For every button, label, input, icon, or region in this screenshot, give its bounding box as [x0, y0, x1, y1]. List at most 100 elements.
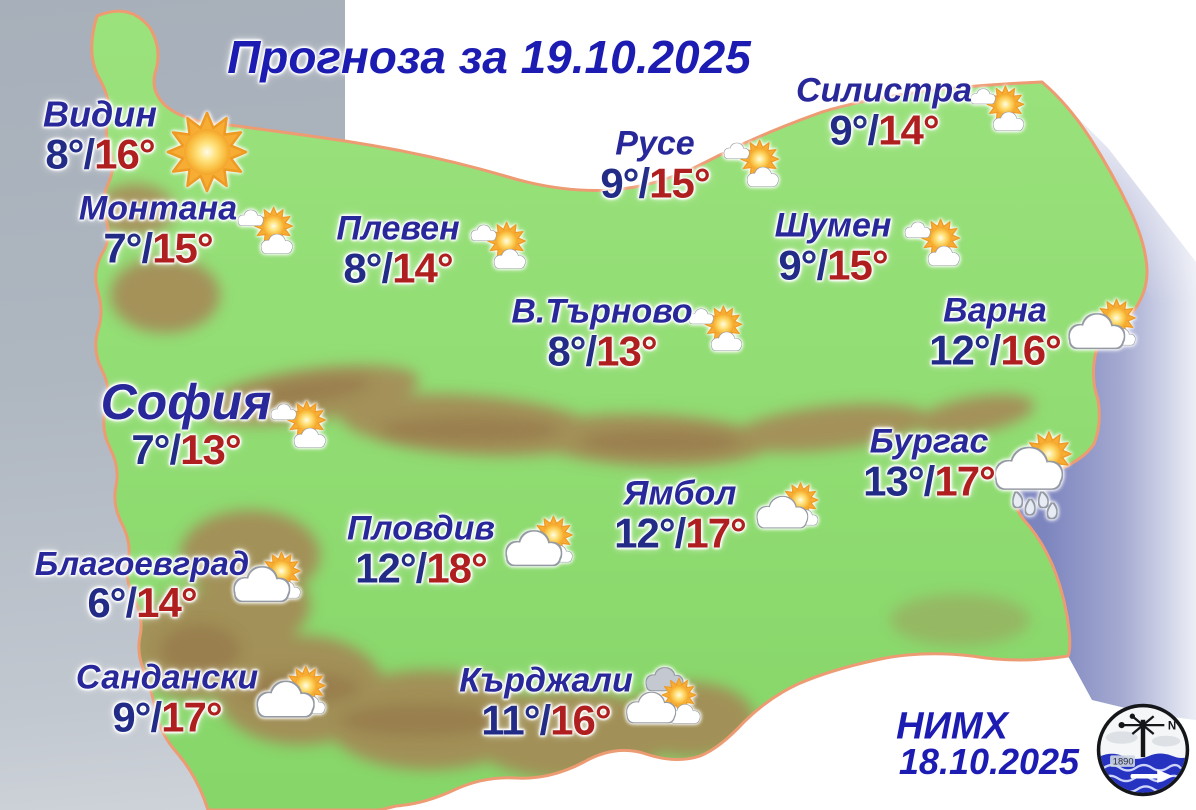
temp-high: 14°: [136, 579, 198, 627]
city-shumen: Шумен 9°/15°: [774, 206, 892, 288]
city-temps: 9°/15°: [775, 244, 892, 288]
temp-low: 8°: [547, 327, 586, 375]
temp-separator: /: [83, 130, 95, 178]
temp-high: 17°: [934, 457, 996, 505]
city-temps: 11°/16°: [459, 699, 632, 743]
city-name: Варна: [943, 291, 1047, 330]
temp-low: 7°: [103, 224, 142, 272]
temp-low: 11°: [481, 696, 540, 744]
logo-founding-year: 1890: [1113, 757, 1134, 767]
city-blagoevgrad: Благоевград 6°/14°: [34, 545, 250, 625]
temp-separator: /: [923, 457, 936, 505]
city-name: София: [100, 374, 272, 431]
temp-low: 8°: [45, 130, 84, 178]
city-pleven: Плевен 8°/14°: [336, 209, 460, 291]
city-temps: 7°/13°: [101, 428, 272, 472]
temp-separator: /: [381, 244, 393, 292]
city-name: Бургас: [869, 422, 989, 461]
sun-clouds-icon: [267, 395, 333, 461]
city-ruse: Русе 9°/15°: [600, 124, 711, 207]
temp-low: 12°: [929, 326, 991, 374]
temp-high: 15°: [649, 159, 711, 207]
temp-high: 18°: [426, 544, 488, 592]
city-montana: Монтана 7°/15°: [78, 189, 238, 271]
city-temps: 9°/14°: [796, 109, 972, 153]
city-temps: 7°/15°: [79, 227, 237, 271]
temp-high: 17°: [161, 693, 223, 741]
city-plovdiv: Пловдив 12°/18°: [347, 509, 495, 591]
city-temps: 12°/18°: [347, 547, 495, 591]
logo-wind-vane: [1121, 715, 1165, 735]
page-title: Прогноза за 19.10.2025: [227, 31, 751, 83]
nimh-logo: N 1890: [1096, 703, 1190, 797]
city-name: Монтана: [78, 189, 238, 228]
logo-arrow: [1130, 769, 1174, 783]
temp-high: 13°: [180, 426, 242, 474]
city-name: Плевен: [336, 209, 460, 248]
city-kardzhali: Кърджали 11°/16°: [459, 661, 633, 743]
logo-mast: [1140, 719, 1146, 758]
temp-high: 14°: [392, 244, 454, 292]
temp-separator: /: [141, 224, 153, 272]
city-name: В.Търново: [511, 292, 693, 331]
city-name: Сандански: [75, 658, 259, 697]
temp-low: 9°: [778, 241, 817, 289]
sun-clouds-icon: [901, 213, 967, 279]
temp-separator: /: [150, 693, 162, 741]
temp-separator: /: [169, 426, 181, 474]
cloud-sun-icon: [253, 660, 333, 740]
temp-low: 7°: [131, 426, 170, 474]
temp-separator: /: [638, 159, 650, 207]
temp-low: 13°: [863, 457, 925, 505]
temp-separator: /: [415, 544, 428, 592]
temp-high: 13°: [596, 327, 658, 375]
city-name: Шумен: [774, 206, 892, 245]
city-yambol: Ямбол 12°/17°: [614, 474, 747, 557]
temp-separator: /: [867, 106, 879, 154]
temp-separator: /: [585, 327, 597, 375]
city-name: Кърджали: [459, 661, 633, 700]
city-veliko-tarnovo: В.Търново 8°/13°: [511, 292, 693, 375]
city-temps: 8°/14°: [336, 247, 459, 291]
temp-separator: /: [539, 696, 552, 744]
cloud-sun-rain-icon: [990, 430, 1082, 522]
temp-low: 12°: [355, 544, 417, 592]
cloud-sun-icon: [502, 510, 580, 588]
temp-separator: /: [125, 579, 137, 627]
city-temps: 6°/14°: [35, 581, 249, 625]
sun-clouds-icon: [967, 80, 1031, 144]
city-temps: 9°/17°: [76, 696, 258, 740]
footer-issue-date: 18.10.2025: [898, 741, 1080, 782]
city-name: Русе: [615, 124, 695, 163]
sun-clouds-icon: [234, 201, 300, 267]
temp-low: 8°: [343, 244, 382, 292]
city-name: Силистра: [795, 71, 973, 110]
city-temps: 13°/17°: [863, 457, 996, 505]
temp-high: 16°: [1000, 326, 1062, 374]
sun-clouds-icon: [720, 134, 786, 200]
city-name: Видин: [43, 93, 157, 135]
temp-low: 12°: [614, 509, 676, 557]
city-temps: 12°/16°: [929, 326, 1062, 374]
sun-clouds-icon: [467, 216, 533, 282]
city-temps: 9°/15°: [600, 159, 711, 207]
temp-high: 15°: [827, 241, 889, 289]
city-name: Пловдив: [347, 509, 495, 548]
city-name: Благоевград: [34, 545, 250, 583]
sun-clouds-icon: [685, 300, 749, 364]
logo-north-letter: N: [1168, 721, 1176, 733]
cloud-sun-icon: [1065, 293, 1143, 371]
temp-separator: /: [674, 509, 687, 557]
city-sandanski: Сандански 9°/17°: [75, 658, 259, 740]
city-name: Ямбол: [623, 474, 737, 513]
city-vidin: Видин 8°/16°: [43, 95, 157, 176]
city-burgas: Бургас 13°/17°: [863, 422, 996, 505]
temp-low: 9°: [600, 159, 639, 207]
sun-icon: [165, 110, 249, 194]
temp-high: 16°: [94, 130, 156, 178]
temp-separator: /: [816, 241, 828, 289]
temp-low: 9°: [112, 693, 151, 741]
mountain-relief: [95, 184, 1035, 780]
city-sofia: София 7°/13°: [101, 376, 272, 472]
